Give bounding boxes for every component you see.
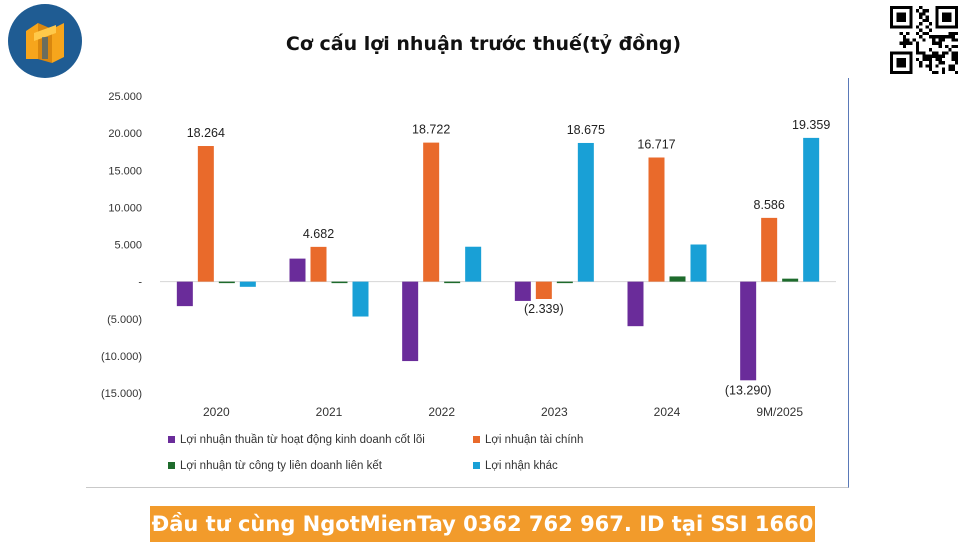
y-tick-label: 25.000 <box>108 91 142 103</box>
bar-2024-s1 <box>627 281 644 327</box>
bar-2024-s3 <box>669 276 686 282</box>
legend-swatch <box>473 462 480 469</box>
bar-2024-s2 <box>648 157 665 282</box>
x-tick-label: 9M/2025 <box>756 405 803 419</box>
bar-2022-s3 <box>444 281 461 284</box>
bar-2023-s4 <box>577 142 594 282</box>
data-label: 8.586 <box>754 198 785 212</box>
bars <box>176 137 820 381</box>
legend-label: Lợi nhuận tài chính <box>485 434 583 446</box>
page-title: Cơ cấu lợi nhuận trước thuế(tỷ đồng) <box>285 33 682 55</box>
y-tick-label: (10.000) <box>101 351 142 363</box>
chart-legend: Lợi nhuận thuần từ hoạt động kinh doanh … <box>168 434 583 472</box>
legend-label: Lợi nhuận từ công ty liên doanh liên kết <box>180 460 383 472</box>
x-axis: 2020 2021 2022 2023 2024 9M/2025 <box>203 405 803 419</box>
bar-9M-2025-s4 <box>803 137 820 282</box>
data-label: 18.264 <box>187 126 225 140</box>
bar-2023-s3 <box>556 281 573 284</box>
data-labels: 18.264 4.682 18.722 18.675 (2.339) 16.717 8.58… <box>187 118 831 397</box>
qr-code-icon <box>890 6 958 74</box>
bar-2021-s1 <box>289 258 306 282</box>
building-logo-icon <box>8 4 82 78</box>
y-tick-label: (15.000) <box>101 388 142 400</box>
data-label: (13.290) <box>725 383 772 397</box>
bar-2022-s1 <box>402 281 419 362</box>
bar-9M-2025-s3 <box>782 278 799 282</box>
y-tick-label: (5.000) <box>107 314 142 326</box>
x-tick-label: 2024 <box>654 405 681 419</box>
bar-2024-s4 <box>690 244 707 282</box>
data-label: 18.722 <box>412 123 450 137</box>
bar-2020-s2 <box>197 146 214 282</box>
y-tick-label: - <box>138 277 142 289</box>
bar-2023-s2 <box>535 281 552 299</box>
bar-2021-s4 <box>352 281 369 317</box>
bar-2020-s3 <box>218 281 235 284</box>
y-tick-label: 15.000 <box>108 165 142 177</box>
x-tick-label: 2023 <box>541 405 568 419</box>
profit-structure-chart: 25.000 20.000 15.000 10.000 5.000 - (5.000) (10… <box>101 91 836 472</box>
y-tick-label: 10.000 <box>108 202 142 214</box>
legend-swatch <box>168 462 175 469</box>
legend-label: Lợi nhận khác <box>485 460 558 472</box>
data-label: 16.717 <box>637 138 675 152</box>
legend-swatch <box>473 436 480 443</box>
y-tick-label: 20.000 <box>108 128 142 140</box>
bar-9M-2025-s2 <box>761 217 778 282</box>
bar-2023-s1 <box>514 281 531 301</box>
bar-2022-s4 <box>465 246 482 282</box>
data-label: 4.682 <box>303 227 334 241</box>
bar-2020-s4 <box>239 281 256 287</box>
bar-2021-s3 <box>331 281 348 284</box>
bar-2020-s1 <box>176 281 193 307</box>
y-axis: 25.000 20.000 15.000 10.000 5.000 - (5.000) (10… <box>101 91 836 400</box>
legend-swatch <box>168 436 175 443</box>
x-tick-label: 2020 <box>203 405 230 419</box>
bar-2022-s2 <box>423 142 440 282</box>
data-label: (2.339) <box>524 302 564 316</box>
data-label: 18.675 <box>567 123 605 137</box>
bar-9M-2025-s1 <box>740 281 757 381</box>
bar-2021-s2 <box>310 246 327 282</box>
legend-label: Lợi nhuận thuần từ hoạt động kinh doanh … <box>180 434 425 446</box>
data-label: 19.359 <box>792 118 830 132</box>
chart-frame <box>86 78 849 488</box>
promo-banner: Đầu tư cùng NgotMienTay 0362 762 967. ID… <box>150 506 815 542</box>
x-tick-label: 2022 <box>428 405 455 419</box>
y-tick-label: 5.000 <box>114 240 142 252</box>
x-tick-label: 2021 <box>316 405 343 419</box>
